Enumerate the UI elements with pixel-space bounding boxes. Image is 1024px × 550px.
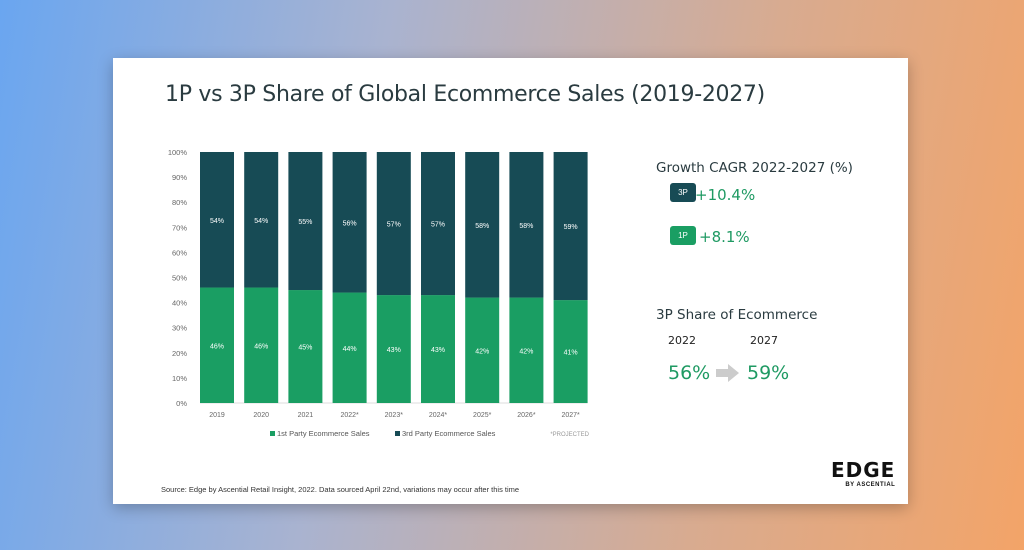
- bar-1p-2025*: [465, 297, 500, 403]
- x-tick-label: 2026*: [517, 412, 536, 419]
- share-title: 3P Share of Ecommerce: [656, 307, 818, 323]
- data-label: 58%: [519, 223, 533, 230]
- slide-card: 1P vs 3P Share of Global Ecommerce Sales…: [113, 58, 908, 504]
- data-label: 45%: [298, 345, 312, 352]
- x-tick-label: 2023*: [385, 412, 404, 419]
- bar-1p-2019: [200, 287, 234, 403]
- data-label: 59%: [564, 224, 578, 231]
- y-tick-label: 10%: [172, 374, 187, 383]
- y-tick-label: 50%: [172, 274, 187, 283]
- cagr-1p-value: +8.1%: [699, 228, 750, 246]
- data-label: 43%: [431, 347, 445, 354]
- legend-swatch: [395, 431, 400, 436]
- badge-1p: 1P: [670, 226, 696, 245]
- data-label: 57%: [387, 222, 401, 229]
- bar-3p-2026*: [509, 152, 544, 298]
- cagr-3p-value: +10.4%: [695, 186, 756, 204]
- data-label: 55%: [298, 219, 312, 226]
- cagr-title: Growth CAGR 2022-2027 (%): [656, 160, 853, 176]
- legend-swatch: [270, 431, 275, 436]
- arrow-right-icon: [716, 364, 739, 382]
- logo-sub: BY ASCENTIAL: [845, 482, 896, 488]
- bar-3p-2019: [200, 152, 234, 288]
- data-label: 46%: [254, 343, 268, 350]
- y-tick-label: 90%: [172, 173, 187, 182]
- data-label: 42%: [475, 348, 489, 355]
- bar-3p-2022*: [332, 152, 367, 293]
- x-tick-label: 2025*: [473, 412, 492, 419]
- source-note: Source: Edge by Ascential Retail Insight…: [161, 485, 520, 494]
- bar-3p-2023*: [376, 152, 411, 296]
- data-label: 57%: [431, 222, 445, 229]
- y-tick-label: 20%: [172, 349, 187, 358]
- badge-3p: 3P: [670, 183, 696, 202]
- x-tick-label: 2027*: [561, 412, 580, 419]
- y-tick-label: 40%: [172, 299, 187, 308]
- logo-name: EDGE: [831, 458, 896, 482]
- legend-label: 1st Party Ecommerce Sales: [277, 429, 370, 438]
- bar-1p-2023*: [376, 295, 411, 403]
- data-label: 41%: [564, 350, 578, 357]
- y-tick-label: 0%: [176, 399, 187, 408]
- bar-3p-2027*: [553, 152, 588, 301]
- share-from-year: 2022: [668, 334, 696, 347]
- y-tick-label: 30%: [172, 324, 187, 333]
- stacked-bar-chart: 0% 10% 20% 30% 40% 50% 60% 70% 80% 90% 100% 46% 54% 2…: [168, 148, 590, 438]
- x-tick-label: 2020: [253, 412, 269, 419]
- y-tick-label: 70%: [172, 223, 187, 232]
- edge-logo: EDGE BY ASCENTIAL: [831, 458, 895, 488]
- x-tick-label: 2022*: [340, 412, 359, 419]
- data-label: 44%: [343, 346, 357, 353]
- bar-3p-2024*: [421, 152, 455, 296]
- projected-note: *PROJECTED: [550, 432, 589, 438]
- data-label: 54%: [210, 218, 224, 225]
- y-tick-label: 100%: [168, 148, 188, 157]
- data-label: 42%: [519, 348, 533, 355]
- bar-1p-2026*: [509, 297, 544, 403]
- data-label: 46%: [210, 343, 224, 350]
- share-to-year: 2027: [750, 334, 778, 347]
- data-label: 54%: [254, 218, 268, 225]
- bar-1p-2020: [244, 287, 279, 403]
- y-tick-label: 60%: [172, 248, 187, 257]
- bar-1p-2022*: [332, 292, 367, 403]
- bar-1p-2024*: [421, 295, 455, 403]
- data-label: 56%: [343, 220, 357, 227]
- share-to-value: 59%: [747, 362, 790, 384]
- bar-3p-2020: [244, 152, 279, 288]
- chart-title: 1P vs 3P Share of Global Ecommerce Sales…: [165, 82, 765, 107]
- legend-label: 3rd Party Ecommerce Sales: [402, 429, 496, 438]
- bar-1p-2021: [288, 290, 323, 403]
- x-tick-label: 2024*: [429, 412, 448, 419]
- y-tick-label: 80%: [172, 198, 187, 207]
- bar-3p-2025*: [465, 152, 500, 298]
- data-label: 43%: [387, 347, 401, 354]
- data-label: 58%: [475, 223, 489, 230]
- x-tick-label: 2019: [209, 412, 225, 419]
- bar-1p-2027*: [553, 300, 588, 403]
- x-tick-label: 2021: [298, 412, 314, 419]
- bar-3p-2021: [288, 152, 323, 291]
- share-from-value: 56%: [668, 362, 711, 384]
